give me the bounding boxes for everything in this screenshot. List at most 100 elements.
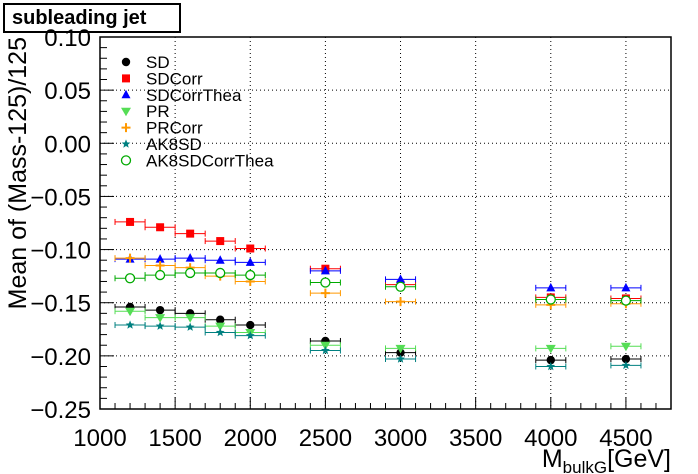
legend-label: SDCorr	[146, 69, 203, 88]
data-point	[396, 354, 405, 363]
data-point	[216, 315, 225, 324]
y-tick-label: 0.10	[44, 25, 91, 52]
data-point	[320, 277, 331, 288]
x-tick-label: 3000	[374, 425, 427, 452]
series-prcorr	[114, 253, 642, 310]
x-tick-label: 1500	[148, 425, 201, 452]
data-point	[154, 269, 166, 281]
x-tick-label: 4000	[524, 425, 577, 452]
legend-item: PR	[121, 102, 170, 121]
data-point	[215, 267, 226, 279]
data-point	[396, 274, 406, 283]
data-point	[185, 267, 196, 279]
y-tick-label: −0.20	[30, 344, 91, 371]
x-tick-label: 1000	[73, 425, 126, 452]
data-point	[155, 305, 165, 315]
legend-label: AK8SD	[146, 135, 202, 154]
series-pr	[114, 307, 642, 354]
legend-marker	[122, 74, 130, 83]
data-point	[395, 281, 406, 292]
x-tick-label: 2500	[299, 425, 352, 452]
data-point	[245, 269, 256, 281]
data-point	[621, 360, 631, 370]
data-point	[320, 288, 330, 298]
data-point	[155, 261, 165, 271]
data-point	[125, 320, 135, 329]
data-point	[186, 229, 195, 238]
legend-marker	[120, 155, 132, 166]
data-point	[215, 322, 226, 332]
data-point	[155, 321, 165, 330]
data-point	[246, 320, 255, 330]
y-axis-label: Mean of (Mass-125)/125	[4, 37, 32, 309]
legend-item: SD	[121, 53, 170, 72]
data-point	[216, 237, 225, 246]
legend-marker	[121, 57, 131, 67]
x-axis-label-sub: bulkG	[563, 458, 607, 474]
x-tick-label: 2000	[224, 425, 277, 452]
data-point	[246, 244, 255, 253]
legend-label: SD	[146, 53, 170, 72]
data-point	[215, 255, 225, 264]
legend-label: SDCorrThea	[146, 86, 242, 105]
y-tick-label: −0.25	[30, 397, 91, 424]
legend-item: SDCorrThea	[121, 86, 242, 105]
legend-marker	[121, 123, 131, 133]
data-point	[545, 294, 556, 305]
y-tick-label: 0.05	[44, 78, 91, 105]
data-point	[156, 223, 165, 232]
legend: SDSDCorrSDCorrTheaPRPRCorrAK8SDAK8SDCorr…	[120, 53, 274, 170]
legend-label: PRCorr	[146, 119, 203, 138]
data-point	[320, 265, 330, 275]
data-point	[125, 307, 136, 317]
data-point	[620, 342, 631, 352]
y-tick-label: 0.00	[44, 131, 91, 158]
legend-item: AK8SD	[121, 135, 202, 154]
data-point	[124, 273, 136, 284]
data-point	[185, 253, 195, 262]
data-point	[546, 355, 555, 365]
chart-title: subleading jet	[3, 3, 181, 33]
legend-item: PRCorr	[121, 119, 203, 138]
x-axis-label: MbulkG[GeV]	[542, 445, 671, 474]
legend-label: AK8SDCorrThea	[146, 151, 274, 170]
data-point	[215, 327, 225, 337]
series-ak8sdcorrthea	[114, 267, 642, 306]
data-point	[155, 314, 166, 323]
y-tick-label: −0.15	[30, 291, 91, 318]
legend-marker	[121, 107, 131, 117]
x-tick-label: 4500	[599, 425, 652, 452]
y-tick-label: −0.05	[30, 184, 91, 211]
legend-item: AK8SDCorrThea	[120, 151, 274, 170]
y-tick-label: −0.10	[30, 238, 91, 265]
data-point	[621, 282, 631, 292]
data-point	[396, 297, 406, 307]
data-point	[185, 314, 196, 323]
data-point	[185, 322, 195, 331]
axis-ticks	[99, 36, 657, 410]
series-sd	[114, 302, 642, 365]
data-point	[621, 354, 631, 364]
data-point	[546, 282, 556, 292]
legend-marker	[121, 139, 131, 148]
x-axis-label-unit: [GeV]	[607, 445, 671, 473]
data-point	[395, 344, 406, 354]
legend-label: PR	[146, 102, 170, 121]
data-point	[155, 254, 165, 263]
series-ak8sd	[114, 320, 642, 371]
data-points	[114, 217, 642, 371]
data-point	[245, 257, 255, 266]
data-point	[125, 253, 135, 263]
tick-labels: 1000 1500 2000 2500 3000 3500 4000 4500 −0.25 −0.…	[30, 25, 652, 452]
legend-item: SDCorr	[122, 69, 203, 88]
x-axis-label-main: M	[542, 445, 563, 473]
data-point	[545, 344, 556, 354]
data-point	[321, 345, 330, 355]
data-point	[245, 331, 255, 340]
x-tick-label: 3500	[449, 425, 502, 452]
data-point	[126, 217, 135, 226]
data-point	[546, 361, 556, 371]
legend-marker	[121, 89, 131, 99]
data-point	[620, 295, 632, 306]
